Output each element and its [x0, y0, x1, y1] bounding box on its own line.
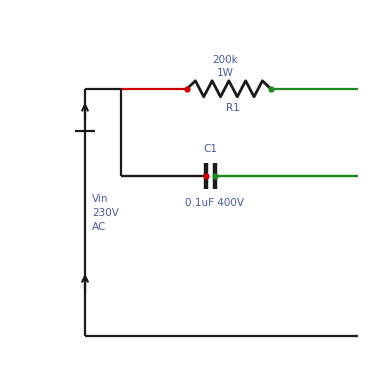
Text: Vin
230V
AC: Vin 230V AC: [92, 194, 119, 232]
Text: 0.1uF 400V: 0.1uF 400V: [185, 198, 244, 208]
Text: C1: C1: [204, 144, 218, 155]
Text: 200k: 200k: [212, 55, 238, 65]
Text: 1W: 1W: [217, 68, 234, 78]
Text: R1: R1: [226, 103, 239, 113]
